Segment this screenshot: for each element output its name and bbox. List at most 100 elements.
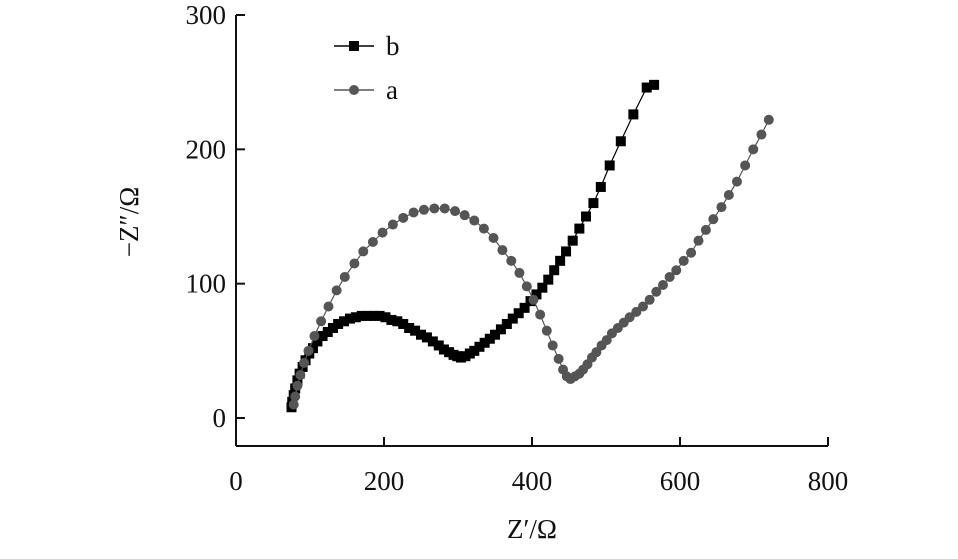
data-point	[497, 245, 508, 256]
data-point	[333, 318, 344, 329]
legend-item-b: b	[334, 31, 400, 61]
series-a	[288, 114, 774, 410]
data-point	[339, 316, 350, 327]
data-point	[450, 206, 461, 217]
y-axis-title: −Z″/Ω	[114, 187, 144, 258]
data-point	[429, 203, 440, 214]
data-point	[567, 235, 578, 246]
axes: 0 100 200 300 0 200 400 600 800	[186, 0, 849, 496]
data-point	[638, 301, 648, 312]
data-point	[664, 271, 675, 282]
data-point	[543, 274, 554, 285]
data-point	[628, 109, 639, 120]
data-point	[392, 316, 403, 327]
legend: ba	[334, 31, 400, 105]
data-point	[478, 223, 489, 234]
x-tick-label: 200	[364, 466, 405, 496]
data-point	[495, 324, 506, 335]
data-point	[474, 341, 485, 352]
y-tick-label: 200	[186, 134, 227, 164]
data-point	[657, 280, 668, 291]
data-point	[561, 246, 572, 257]
data-point	[427, 336, 438, 347]
data-point	[288, 399, 299, 410]
series-layer	[286, 79, 774, 413]
x-tick-label: 800	[808, 466, 849, 496]
data-point	[408, 207, 419, 218]
data-point	[756, 129, 767, 140]
data-point	[356, 310, 367, 321]
data-point	[416, 329, 426, 340]
data-point	[624, 312, 635, 323]
data-point	[671, 265, 682, 276]
data-point	[358, 246, 369, 257]
data-point	[377, 227, 388, 238]
data-point	[344, 313, 355, 324]
data-point	[433, 340, 444, 351]
data-point	[367, 237, 378, 248]
data-point	[731, 176, 742, 187]
data-point	[322, 327, 333, 338]
data-point	[404, 322, 415, 333]
y-tick-label: 300	[186, 0, 227, 30]
data-point	[501, 318, 512, 329]
data-point	[506, 255, 517, 266]
data-point	[398, 212, 409, 223]
data-point	[549, 265, 560, 276]
data-point	[380, 312, 391, 323]
data-point	[323, 301, 334, 312]
data-point	[547, 340, 558, 351]
data-point	[488, 232, 499, 243]
data-point	[438, 344, 449, 355]
data-point	[649, 79, 660, 90]
x-axis-title: Z′/Ω	[507, 514, 557, 544]
data-point	[535, 309, 546, 320]
data-point	[439, 203, 450, 214]
data-point	[349, 258, 360, 269]
data-point	[541, 325, 552, 336]
data-point	[537, 282, 548, 293]
data-point	[678, 255, 689, 266]
data-point	[459, 210, 470, 221]
data-point	[479, 337, 490, 348]
data-point	[528, 294, 539, 305]
x-tick-label: 400	[512, 466, 553, 496]
data-point	[513, 308, 524, 319]
data-point	[708, 214, 719, 225]
x-tick-label: 0	[229, 466, 243, 496]
data-point	[604, 160, 615, 171]
data-point	[553, 353, 564, 364]
data-point	[316, 316, 327, 327]
data-point	[740, 160, 751, 171]
data-point	[595, 181, 606, 192]
data-point	[387, 219, 398, 230]
data-point	[418, 204, 429, 215]
legend-label: a	[386, 75, 398, 105]
y-tick-label: 0	[213, 403, 227, 433]
data-point	[331, 285, 342, 296]
data-point	[339, 271, 350, 282]
data-point	[641, 82, 652, 93]
data-point	[716, 202, 727, 213]
data-point	[303, 345, 314, 356]
data-point	[292, 375, 303, 386]
data-point	[490, 329, 500, 340]
data-point	[644, 294, 655, 305]
data-point	[588, 198, 599, 209]
data-point	[693, 235, 704, 246]
data-point	[531, 289, 542, 300]
data-point	[292, 380, 303, 391]
data-point	[763, 114, 774, 125]
data-point	[514, 267, 525, 278]
legend-label: b	[386, 31, 400, 61]
data-point	[615, 136, 626, 147]
series-line	[293, 119, 770, 405]
y-tick-label: 100	[186, 269, 227, 299]
data-point	[686, 247, 697, 258]
data-point	[748, 144, 759, 155]
data-point	[312, 336, 323, 347]
data-point	[574, 223, 585, 234]
data-point	[398, 318, 409, 329]
data-point	[299, 357, 310, 368]
